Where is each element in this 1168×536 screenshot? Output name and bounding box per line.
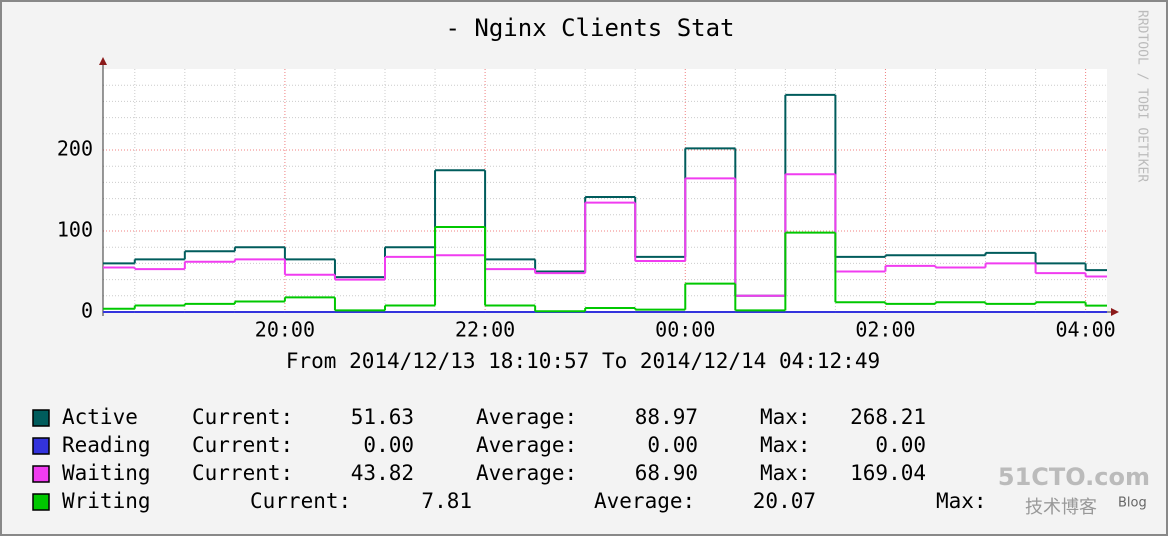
stat-label: Current: <box>250 489 351 513</box>
stat-value: 51.63 <box>351 405 414 429</box>
watermark: 技术博客 <box>1025 497 1097 518</box>
stat-value: 0.00 <box>875 433 926 457</box>
x-tick-label: 20:00 <box>255 318 315 342</box>
side-text: RRDTOOL / TOBI OETIKER <box>1135 10 1150 182</box>
axis-arrow <box>1111 308 1119 316</box>
stat-label: Max: <box>760 405 811 429</box>
x-tick-label: 22:00 <box>455 318 515 342</box>
stat-value: 268.21 <box>850 405 926 429</box>
chart-title: - Nginx Clients Stat <box>446 14 735 42</box>
legend-swatch <box>32 437 50 455</box>
x-tick-label: 00:00 <box>655 318 715 342</box>
stat-label: Current: <box>192 433 293 457</box>
stat-value: 88.97 <box>635 405 698 429</box>
watermark: Blog <box>1118 496 1147 511</box>
stat-value: 0.00 <box>363 433 414 457</box>
watermark: 51CTO.com <box>998 463 1150 491</box>
y-tick-label: 0 <box>81 299 93 323</box>
x-tick-label: 04:00 <box>1056 318 1116 342</box>
legend-name: Active <box>62 405 138 429</box>
stat-label: Average: <box>476 433 577 457</box>
stat-value: 43.82 <box>351 461 414 485</box>
stat-label: Max: <box>936 489 987 513</box>
stat-label: Average: <box>594 489 695 513</box>
stat-value: 20.07 <box>753 489 816 513</box>
stat-label: Average: <box>476 405 577 429</box>
plot-area <box>103 69 1107 312</box>
stat-label: Average: <box>476 461 577 485</box>
legend-name: Reading <box>62 433 151 457</box>
legend-swatch <box>32 493 50 511</box>
stat-label: Max: <box>760 461 811 485</box>
y-tick-label: 100 <box>57 218 93 242</box>
stat-label: Max: <box>760 433 811 457</box>
stat-value: 68.90 <box>635 461 698 485</box>
stat-label: Current: <box>192 405 293 429</box>
legend-swatch <box>32 465 50 483</box>
legend-name: Waiting <box>62 461 151 485</box>
y-tick-label: 200 <box>57 137 93 161</box>
x-tick-label: 02:00 <box>855 318 915 342</box>
legend-name: Writing <box>62 489 151 513</box>
stat-value: 7.81 <box>421 489 472 513</box>
subtitle: From 2014/12/13 18:10:57 To 2014/12/14 0… <box>286 349 880 373</box>
stat-value: 169.04 <box>850 461 926 485</box>
stat-value: 0.00 <box>647 433 698 457</box>
legend-swatch <box>32 409 50 427</box>
axis-arrow <box>99 57 107 65</box>
stat-label: Current: <box>192 461 293 485</box>
